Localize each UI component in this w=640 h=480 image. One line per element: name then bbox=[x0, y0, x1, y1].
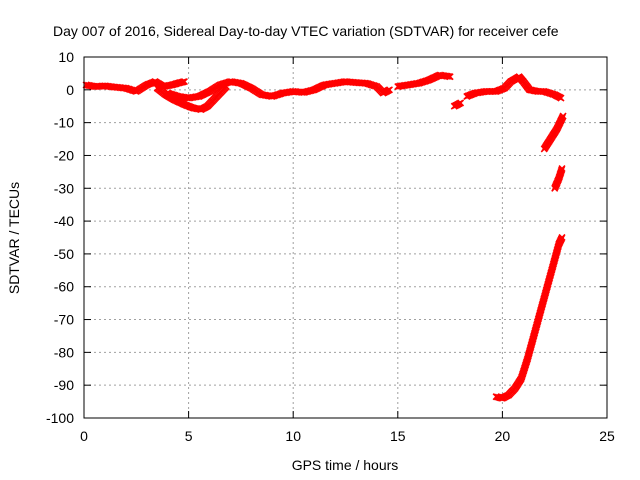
data-point bbox=[456, 99, 465, 107]
y-tick-label: -100 bbox=[46, 410, 74, 426]
data-point bbox=[180, 78, 188, 86]
x-tick-label: 10 bbox=[285, 428, 301, 444]
y-tick-label: 10 bbox=[58, 49, 74, 65]
y-tick-label: -50 bbox=[54, 246, 74, 262]
x-axis-label: GPS time / hours bbox=[292, 457, 399, 473]
x-tick-labels: 0 5 10 15 20 25 bbox=[80, 428, 615, 444]
data-point bbox=[385, 86, 393, 94]
y-tick-label: -20 bbox=[54, 147, 74, 163]
y-axis-label: SDTVAR / TECUs bbox=[6, 182, 22, 294]
x-tick-label: 20 bbox=[495, 428, 511, 444]
y-tick-labels: 10 0 -10 -20 -30 -40 -50 -60 -70 -80 -90 -100 bbox=[46, 49, 74, 426]
x-tick-label: 25 bbox=[599, 428, 615, 444]
y-tick-label: -80 bbox=[54, 344, 74, 360]
x-tick-label: 5 bbox=[185, 428, 193, 444]
y-tick-label: -70 bbox=[54, 312, 74, 328]
data-point bbox=[446, 73, 454, 81]
x-tick-label: 0 bbox=[80, 428, 88, 444]
data-point bbox=[558, 165, 566, 173]
y-tick-label: -40 bbox=[54, 213, 74, 229]
data-points bbox=[82, 71, 567, 402]
x-tick-label: 15 bbox=[390, 428, 406, 444]
ticks bbox=[83, 56, 608, 419]
y-tick-label: 0 bbox=[66, 82, 74, 98]
plot-frame bbox=[83, 56, 608, 419]
grid bbox=[84, 57, 607, 418]
chart-title: Day 007 of 2016, Sidereal Day-to-day VTE… bbox=[53, 23, 559, 39]
data-point bbox=[557, 94, 565, 102]
y-tick-label: -30 bbox=[54, 180, 74, 196]
data-point bbox=[559, 112, 567, 120]
data-point bbox=[445, 72, 453, 81]
y-tick-label: -90 bbox=[54, 377, 74, 393]
y-tick-label: -60 bbox=[54, 279, 74, 295]
y-tick-label: -10 bbox=[54, 115, 74, 131]
data-point bbox=[558, 233, 566, 242]
